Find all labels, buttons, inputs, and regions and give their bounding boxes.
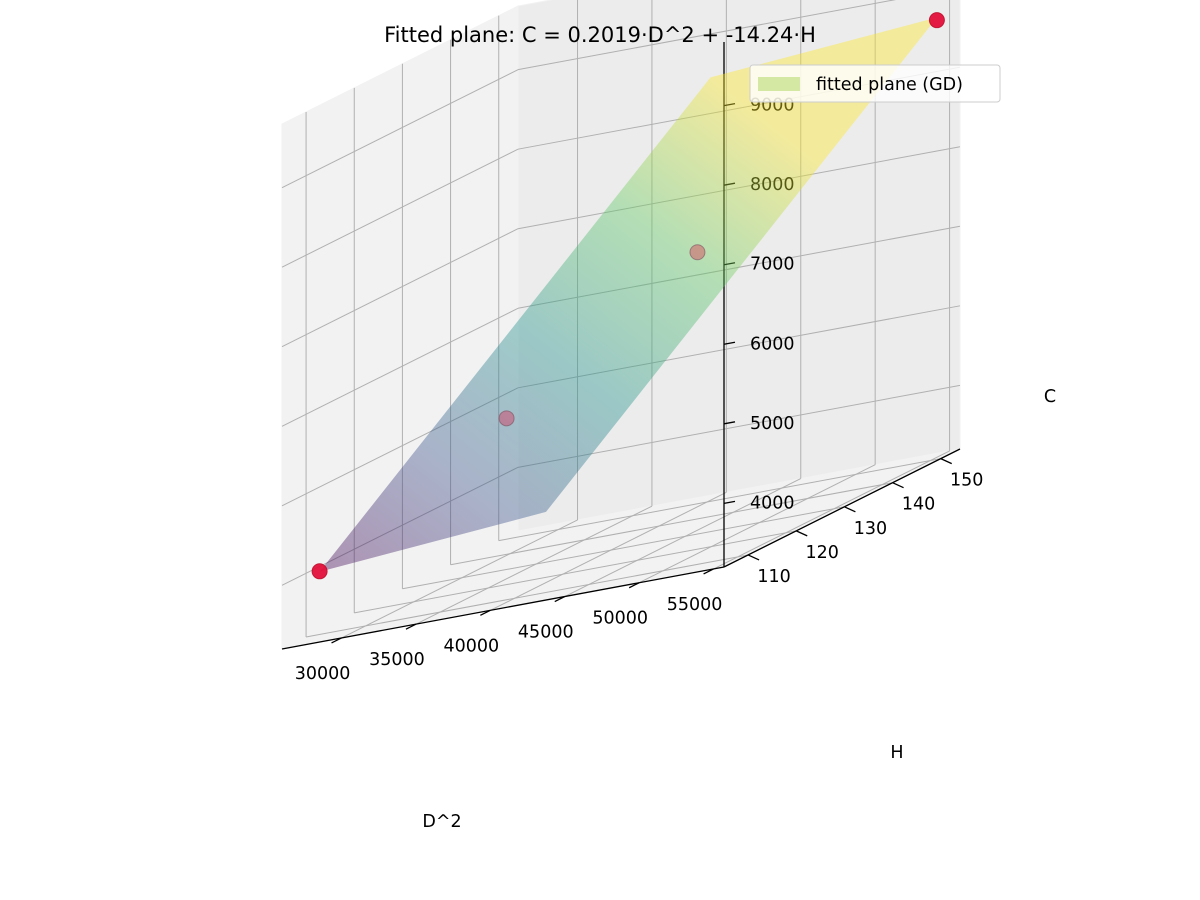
x-axis-line bbox=[281, 566, 725, 650]
x-tick bbox=[480, 609, 491, 616]
z-tick-label: 6000 bbox=[750, 334, 795, 354]
x-tick-label: 55000 bbox=[667, 595, 723, 615]
x-tick-label: 50000 bbox=[592, 609, 648, 629]
x-tick-label: 40000 bbox=[444, 636, 500, 656]
gridline-x-floor bbox=[713, 450, 950, 570]
chart-title: Fitted plane: C = 0.2019·D^2 + -14.24·H bbox=[384, 23, 816, 47]
data-point bbox=[498, 410, 515, 427]
y-tick-label: 130 bbox=[854, 519, 887, 539]
y-tick-label: 110 bbox=[757, 567, 790, 587]
z-tick bbox=[723, 341, 736, 345]
y-tick bbox=[892, 482, 904, 489]
fitted-plane-surface bbox=[319, 17, 937, 572]
gridline-y-floor bbox=[354, 530, 797, 614]
x-tick bbox=[405, 623, 417, 630]
x-axis-label: D^2 bbox=[422, 812, 461, 832]
gridline-y-floor bbox=[498, 458, 941, 542]
legend: fitted plane (GD) bbox=[749, 64, 1001, 103]
x-tick-label: 30000 bbox=[295, 664, 351, 684]
x-tick bbox=[554, 595, 566, 603]
data-point bbox=[311, 563, 328, 580]
gridline-z-left bbox=[281, 307, 519, 427]
gridline-x-floor bbox=[564, 478, 801, 597]
y-tick-label: 140 bbox=[902, 495, 935, 515]
x-tick bbox=[331, 637, 342, 644]
y-tick bbox=[844, 506, 856, 513]
y-tick bbox=[747, 554, 760, 561]
z-tick bbox=[723, 500, 736, 505]
z-tick-label: 4000 bbox=[750, 493, 795, 513]
gridline-x-floor bbox=[490, 491, 727, 611]
surface-layer bbox=[319, 17, 937, 572]
y-tick bbox=[795, 530, 808, 537]
x-tick-label: 35000 bbox=[369, 650, 425, 670]
y-tick-label: 150 bbox=[950, 471, 983, 491]
gridline-y-floor bbox=[305, 554, 749, 638]
legend-frame bbox=[749, 64, 1001, 103]
gridline-x-floor bbox=[415, 505, 653, 625]
z-tick-label: 7000 bbox=[750, 255, 795, 275]
data-point bbox=[928, 12, 945, 29]
legend-label: fitted plane (GD) bbox=[816, 75, 963, 95]
z-axis-label: C bbox=[1044, 387, 1056, 407]
gridline-y-floor bbox=[450, 482, 893, 566]
y-axis-line bbox=[723, 448, 961, 568]
z-tick-label: 5000 bbox=[750, 414, 795, 434]
gridline-x-floor bbox=[638, 464, 876, 584]
points-layer bbox=[311, 12, 945, 580]
gridline-x-floor bbox=[341, 519, 578, 639]
gridline-z-back bbox=[517, 0, 897, 71]
gridline-z-left bbox=[281, 148, 519, 268]
gridline-z-left bbox=[281, 69, 519, 189]
data-point bbox=[689, 244, 706, 261]
y-axis-label: H bbox=[890, 743, 903, 763]
gridline-z-left bbox=[281, 228, 519, 348]
x-tick bbox=[703, 568, 714, 575]
gridline-y-floor bbox=[402, 506, 845, 590]
z-tick bbox=[723, 421, 736, 425]
y-tick-label: 120 bbox=[806, 543, 839, 563]
legend-swatch bbox=[758, 77, 800, 91]
y-tick bbox=[940, 458, 953, 465]
x-tick-label: 45000 bbox=[518, 623, 574, 643]
x-tick bbox=[628, 582, 640, 589]
